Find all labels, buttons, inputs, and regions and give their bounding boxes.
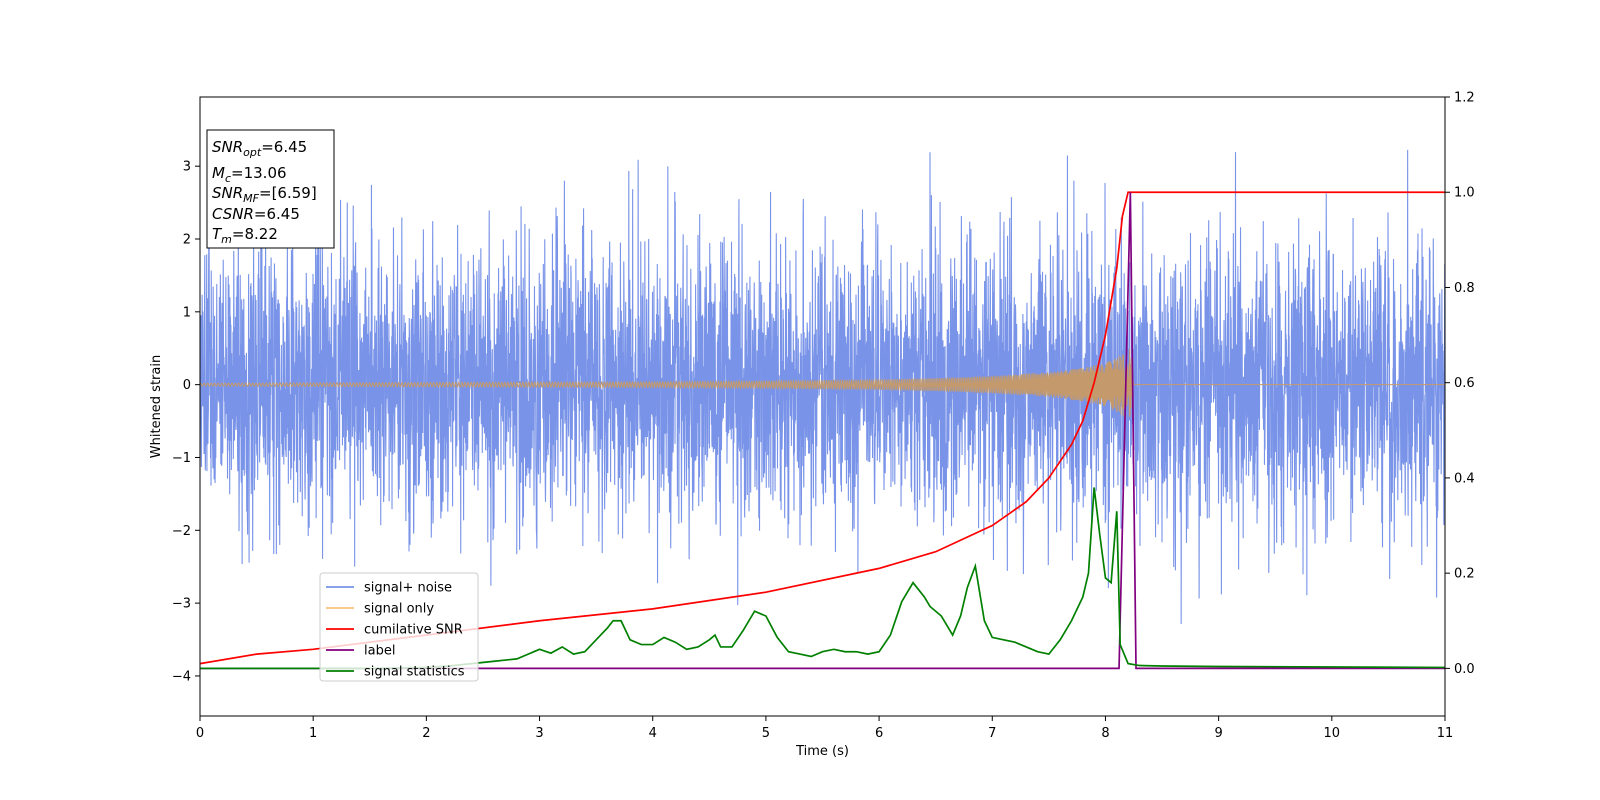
x-tick-label: 9 (1214, 726, 1222, 741)
y-tick-label: 2 (183, 233, 191, 248)
x-tick-label: 10 (1324, 726, 1341, 741)
y2-tick-label: 0.2 (1454, 567, 1475, 582)
y-tick-label: −2 (172, 524, 191, 539)
y-axis-left: −4 −3 −2 −1 0 1 2 3 (172, 160, 200, 684)
annotation-line: SNRopt=6.45 (212, 138, 307, 159)
x-tick-label: 1 (309, 726, 317, 741)
y2-tick-label: 0.6 (1454, 376, 1475, 391)
x-tick-label: 8 (1101, 726, 1109, 741)
plot-area (199, 96, 1446, 717)
y-tick-label: −4 (172, 669, 191, 684)
x-axis: 0 1 2 3 4 5 6 7 8 9 10 11 (196, 716, 1453, 741)
annotation-line: Mc=13.06 (212, 164, 287, 185)
annotation-line: SNRMF=[6.59] (212, 184, 317, 205)
annotation-line: CSNR=6.45 (212, 205, 300, 223)
series-signal-only (200, 348, 1445, 418)
legend-item-cumulative-snr: cumilative SNR (326, 623, 463, 638)
legend-label: signal only (364, 602, 434, 617)
series-signal-statistics (200, 487, 1445, 670)
series-signal-plus-noise (200, 149, 1445, 625)
y-tick-label: 3 (183, 160, 191, 175)
y2-tick-label: 0.4 (1454, 471, 1475, 486)
y-tick-label: 1 (183, 305, 191, 320)
series-label (200, 192, 1445, 670)
x-tick-label: 7 (988, 726, 996, 741)
y2-tick-label: 0.0 (1454, 662, 1475, 677)
series-cumulative-snr (200, 191, 1445, 665)
legend-label: label (364, 644, 395, 659)
y-axis-label: Whitened strain (149, 355, 164, 458)
y-tick-label: −1 (172, 451, 191, 466)
y-axis-right: 0.0 0.2 0.4 0.6 0.8 1.0 1.2 (1445, 91, 1475, 677)
y2-tick-label: 1.2 (1454, 91, 1475, 106)
annotation-box: SNRopt=6.45 Mc=13.06SNRMF=[6.59]CSNR=6.45… (206, 129, 335, 249)
x-axis-label: Time (s) (795, 744, 849, 759)
x-tick-label: 6 (875, 726, 883, 741)
plot-frame (199, 96, 1446, 717)
x-tick-label: 0 (196, 726, 204, 741)
legend-item-signal-plus-noise: signal+ noise (326, 581, 452, 596)
x-tick-label: 3 (535, 726, 543, 741)
legend-label: signal+ noise (364, 581, 452, 596)
annotation-frame (206, 129, 335, 249)
legend: signal+ noise signal only cumilative SNR la… (319, 572, 479, 682)
x-tick-label: 4 (649, 726, 657, 741)
legend-frame (319, 572, 479, 682)
x-tick-label: 11 (1437, 726, 1454, 741)
y2-tick-label: 0.8 (1454, 281, 1475, 296)
legend-label: cumilative SNR (364, 623, 463, 638)
annotation-line: Tm=8.22 (212, 225, 278, 246)
y-tick-label: 0 (183, 378, 191, 393)
legend-item-label: label (326, 644, 395, 659)
legend-label: signal statistics (364, 665, 465, 680)
legend-item-signal-only: signal only (326, 602, 434, 617)
x-tick-label: 5 (762, 726, 770, 741)
y2-tick-label: 1.0 (1454, 186, 1475, 201)
x-tick-label: 2 (422, 726, 430, 741)
legend-item-signal-statistics: signal statistics (326, 665, 465, 680)
y-tick-label: −3 (172, 597, 191, 612)
